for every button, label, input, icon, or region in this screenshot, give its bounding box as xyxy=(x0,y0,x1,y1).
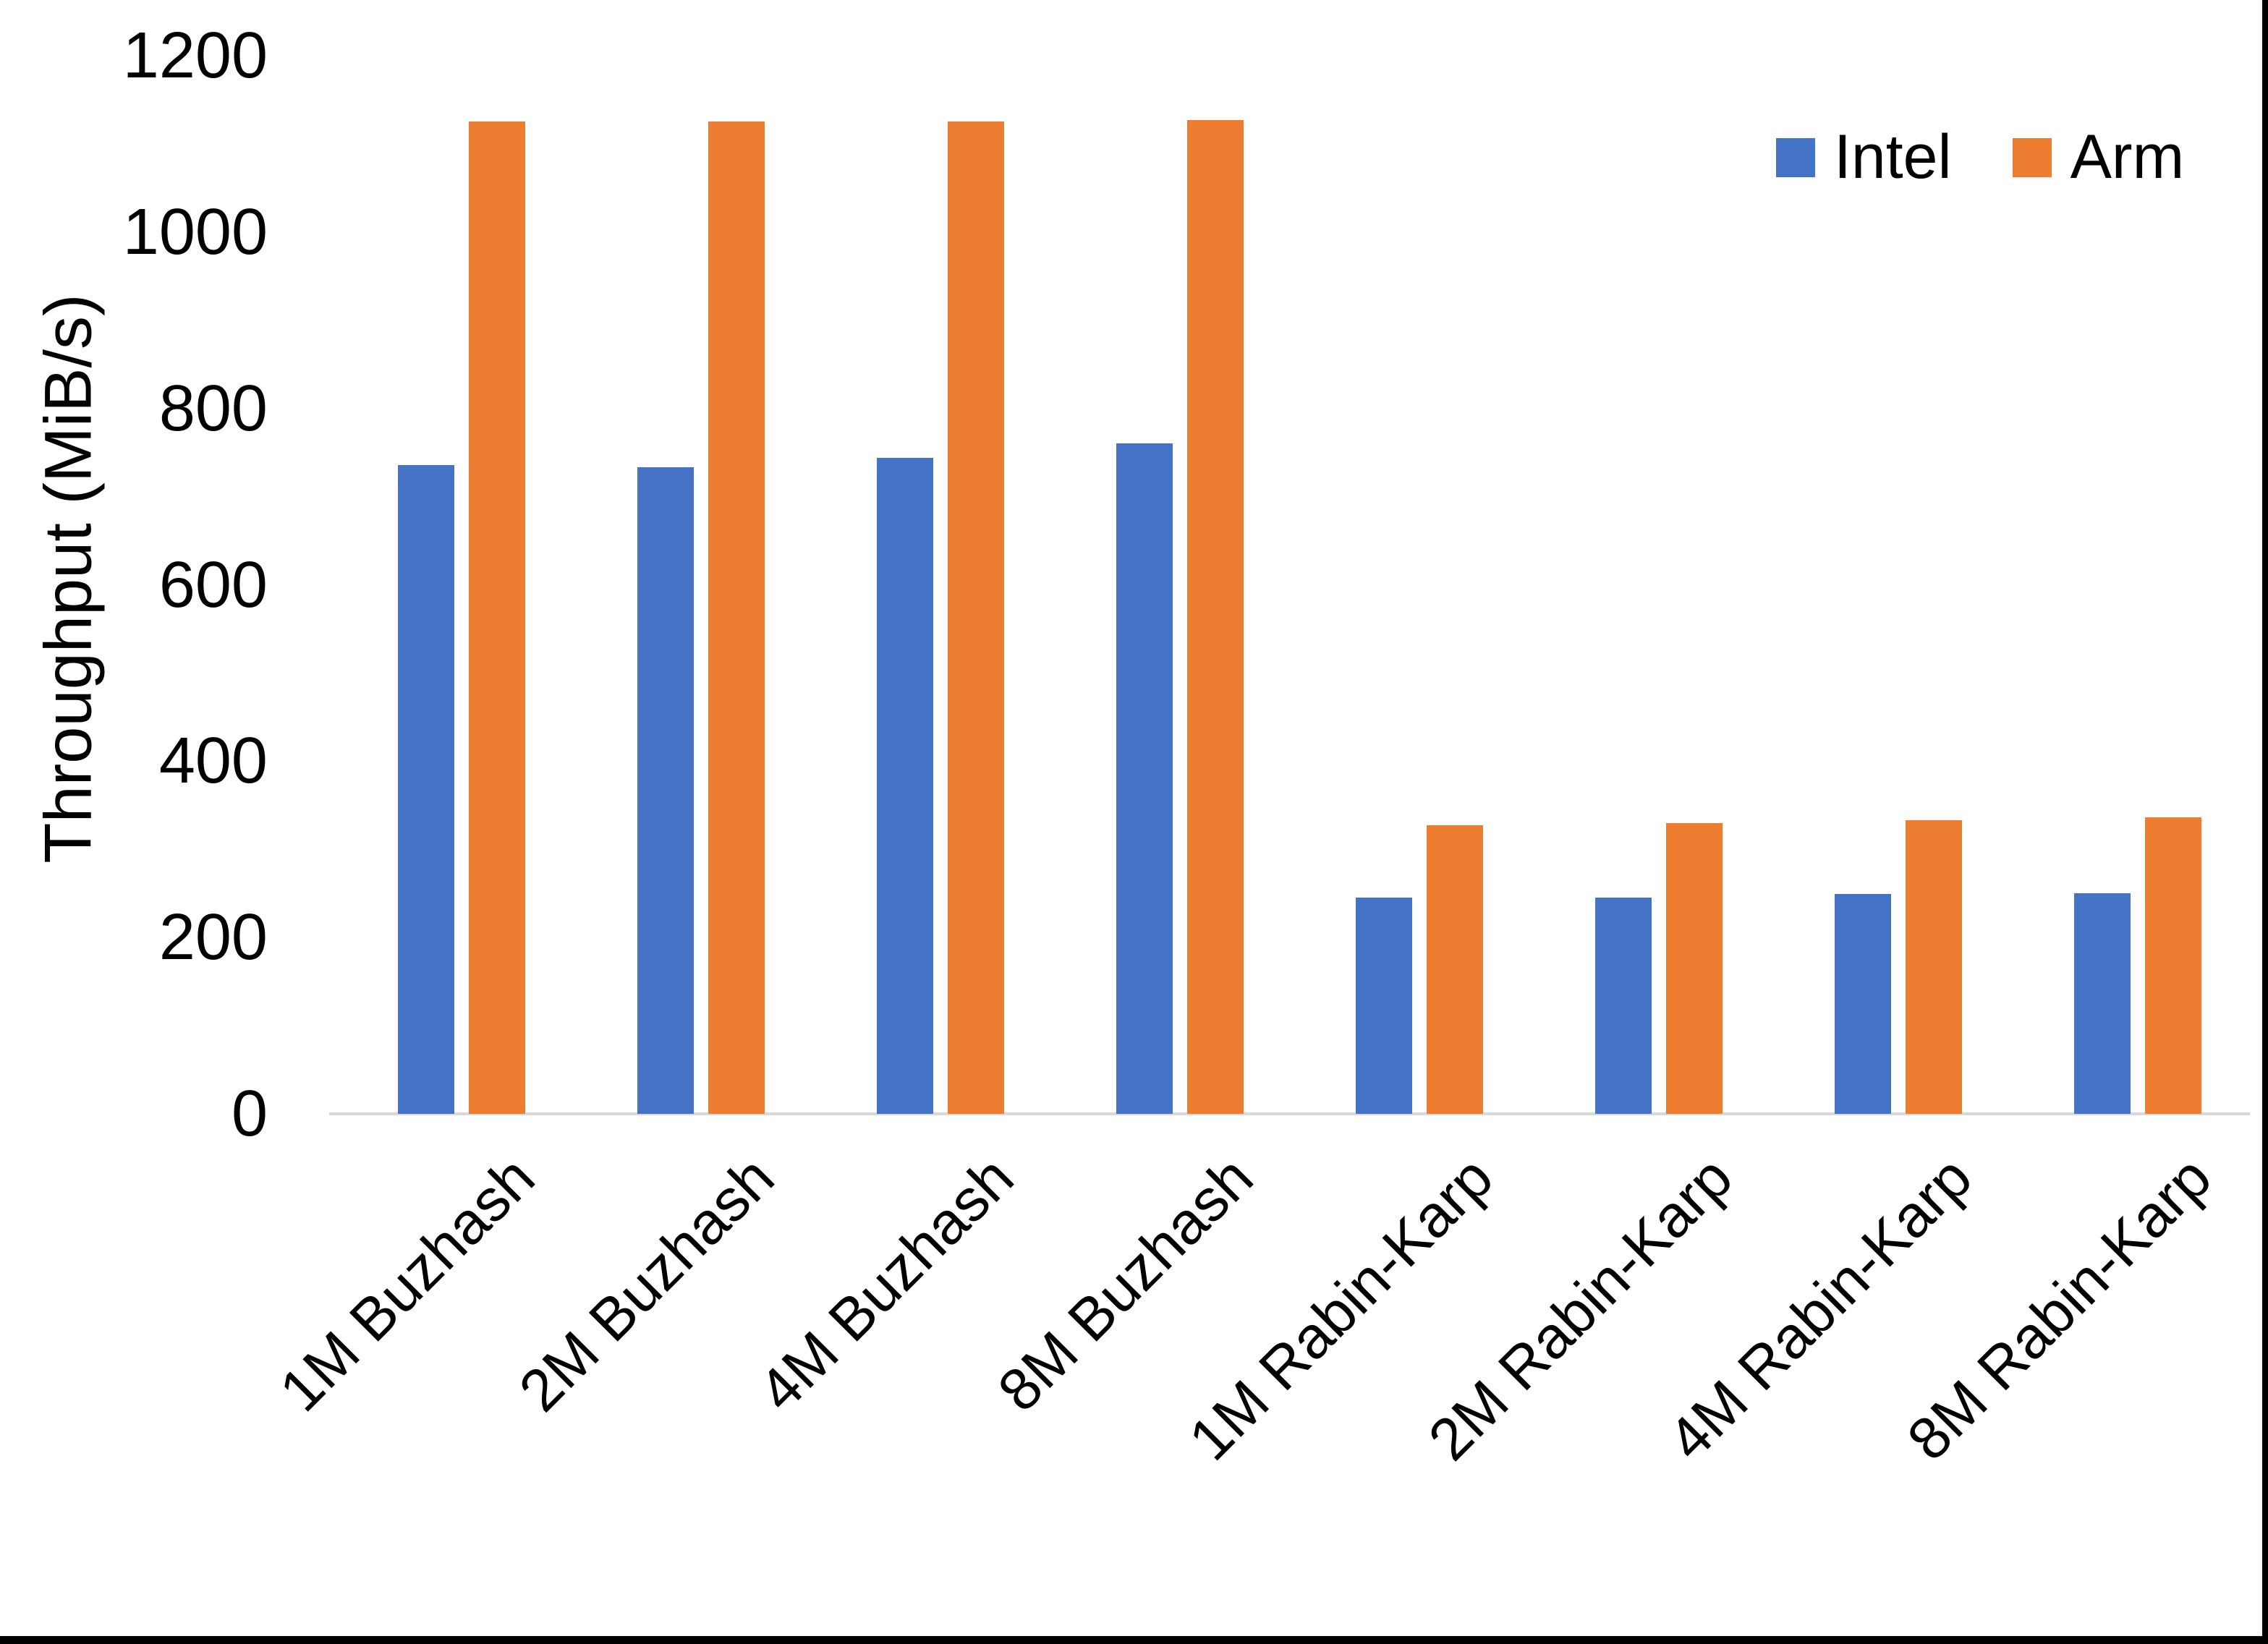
y-tick-label-400: 400 xyxy=(158,725,268,798)
bar-arm-2m-buzhash xyxy=(708,122,765,1114)
y-tick-label-1000: 1000 xyxy=(122,195,268,268)
y-tick-label-600: 600 xyxy=(158,548,268,621)
bar-arm-1m-buzhash xyxy=(469,122,525,1114)
bar-intel-1m-rabin-karp xyxy=(1356,898,1412,1114)
bar-arm-1m-rabin-karp xyxy=(1427,825,1483,1114)
legend-swatch-intel xyxy=(1776,137,1815,177)
x-category-label-1m-buzhash: 1M Buzhash xyxy=(267,1144,548,1424)
legend-item-intel: Intel xyxy=(1776,122,1952,193)
y-tick-label-1200: 1200 xyxy=(122,20,268,92)
bar-intel-4m-buzhash xyxy=(877,457,933,1114)
y-tick-label-200: 200 xyxy=(158,901,268,974)
x-axis-baseline xyxy=(329,1112,2250,1115)
bar-intel-1m-buzhash xyxy=(398,464,454,1114)
x-category-label-4m-buzhash: 4M Buzhash xyxy=(746,1144,1027,1424)
screenshot-right-border xyxy=(2262,0,2268,1644)
bar-intel-2m-buzhash xyxy=(637,467,694,1114)
y-tick-label-800: 800 xyxy=(158,372,268,445)
bar-arm-8m-buzhash xyxy=(1187,119,1244,1114)
y-tick-label-0: 0 xyxy=(231,1078,268,1150)
legend-label-intel: Intel xyxy=(1834,122,1952,192)
bar-arm-4m-buzhash xyxy=(948,122,1004,1114)
bar-arm-4m-rabin-karp xyxy=(1906,820,1962,1114)
legend: Intel Arm xyxy=(1776,122,2184,193)
legend-label-arm: Arm xyxy=(2070,122,2185,192)
bar-intel-8m-buzhash xyxy=(1116,443,1173,1114)
legend-swatch-arm xyxy=(2012,137,2052,177)
screenshot-bottom-border xyxy=(0,1636,2268,1644)
bar-intel-8m-rabin-karp xyxy=(2074,893,2131,1114)
legend-item-arm: Arm xyxy=(2012,122,2185,193)
x-category-label-2m-buzhash: 2M Buzhash xyxy=(506,1144,787,1424)
bar-arm-2m-rabin-karp xyxy=(1666,822,1723,1114)
bar-intel-2m-rabin-karp xyxy=(1595,898,1652,1114)
bar-arm-8m-rabin-karp xyxy=(2145,817,2201,1114)
bar-intel-4m-rabin-karp xyxy=(1835,894,1891,1114)
